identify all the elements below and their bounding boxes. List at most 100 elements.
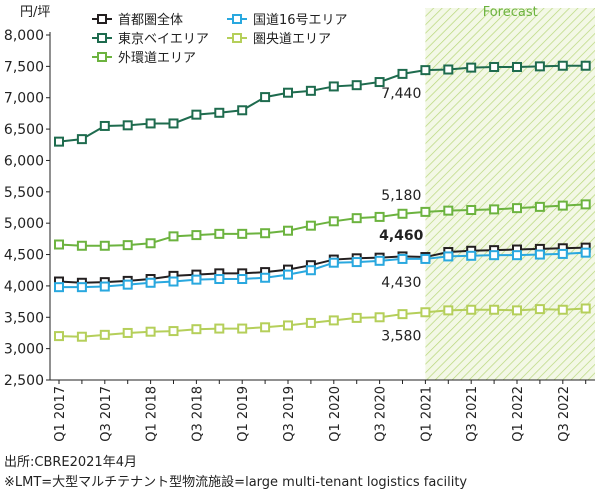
marker — [168, 231, 179, 242]
marker — [122, 327, 133, 338]
y-tick-label: 6,500 — [4, 122, 44, 138]
y-tick-label: 5,500 — [4, 185, 44, 201]
marker — [443, 64, 454, 75]
marker — [54, 239, 64, 250]
marker — [466, 62, 477, 73]
marker — [489, 204, 500, 215]
marker — [145, 326, 156, 337]
legend-label: 国道16号エリア — [253, 13, 348, 28]
marker — [397, 253, 408, 264]
x-tick-label: Q1 2019 — [236, 386, 251, 442]
legend-marker — [232, 33, 242, 43]
marker — [374, 77, 385, 88]
data-label: 7,440 — [381, 86, 421, 102]
marker — [557, 248, 568, 259]
marker — [99, 240, 110, 251]
marker — [397, 68, 408, 79]
marker — [512, 203, 522, 214]
marker — [168, 276, 179, 287]
marker — [283, 269, 293, 280]
marker — [351, 257, 362, 268]
marker — [122, 240, 133, 251]
marker — [489, 61, 500, 72]
x-tick-label: Q3 2020 — [374, 386, 389, 442]
x-tick-label: Q3 2017 — [99, 386, 114, 442]
marker — [512, 250, 522, 261]
y-unit: 円/坪 — [20, 5, 50, 20]
marker — [168, 118, 179, 129]
marker — [237, 323, 248, 334]
y-tick-label: 7,500 — [4, 59, 44, 75]
x-tick-label: Q3 2019 — [282, 386, 297, 442]
marker — [374, 255, 385, 266]
marker — [557, 304, 568, 315]
marker — [76, 240, 87, 251]
marker — [374, 312, 385, 323]
data-label: 3,580 — [381, 328, 421, 344]
data-label: 5,180 — [381, 188, 421, 204]
legend-marker — [97, 33, 107, 43]
marker — [351, 213, 362, 224]
marker — [374, 211, 385, 222]
marker — [328, 216, 339, 227]
marker — [580, 303, 591, 314]
x-tick-label: Q1 2018 — [145, 386, 160, 442]
legend-marker — [97, 52, 107, 62]
marker — [534, 304, 545, 315]
marker — [54, 136, 64, 147]
x-tick-label: Q1 2022 — [511, 386, 526, 442]
marker — [191, 324, 202, 335]
footnote: 出所:CBRE2021年4月 — [4, 455, 137, 470]
marker — [260, 322, 271, 333]
marker — [512, 305, 522, 316]
marker — [237, 105, 248, 116]
marker — [191, 230, 202, 241]
marker — [351, 80, 362, 91]
marker — [443, 305, 454, 316]
marker — [557, 200, 568, 211]
marker — [305, 317, 316, 328]
data-label: 4,430 — [381, 275, 421, 291]
data-label: 4,460 — [379, 228, 424, 244]
marker — [328, 315, 339, 326]
marker — [580, 60, 591, 71]
y-tick-label: 4,500 — [4, 248, 44, 264]
marker — [580, 199, 591, 210]
marker — [351, 312, 362, 323]
x-tick-label: Q3 2022 — [557, 386, 572, 442]
footnote: ※LMT=大型マルチテナント型物流施設=large multi-tenant l… — [4, 474, 467, 490]
legend-label: 外環道エリア — [118, 51, 196, 66]
marker — [557, 60, 568, 71]
marker — [328, 257, 339, 268]
marker — [145, 118, 156, 129]
forecast-area — [425, 8, 595, 380]
marker — [99, 329, 110, 340]
x-tick-label: Q1 2017 — [53, 386, 68, 442]
marker — [145, 238, 156, 249]
x-tick-label: Q3 2021 — [465, 386, 480, 442]
marker — [76, 331, 87, 342]
x-tick-label: Q1 2021 — [419, 386, 434, 442]
marker — [397, 309, 408, 320]
y-tick-label: 5,000 — [4, 216, 44, 232]
marker — [397, 208, 408, 219]
marker — [328, 81, 339, 92]
marker — [191, 109, 202, 120]
marker — [99, 120, 110, 131]
x-tick-label: Q1 2020 — [328, 386, 343, 442]
marker — [512, 61, 522, 72]
marker — [534, 61, 545, 72]
marker — [305, 220, 316, 231]
legend-marker — [97, 14, 107, 24]
marker — [76, 282, 87, 293]
marker — [168, 326, 179, 337]
marker — [466, 250, 477, 261]
marker — [489, 304, 500, 315]
marker — [420, 65, 431, 76]
legend-label: 圏央道エリア — [253, 32, 331, 47]
legend-label: 首都圏全体 — [118, 12, 183, 28]
marker — [420, 206, 431, 217]
marker — [191, 274, 202, 285]
marker — [54, 331, 64, 342]
